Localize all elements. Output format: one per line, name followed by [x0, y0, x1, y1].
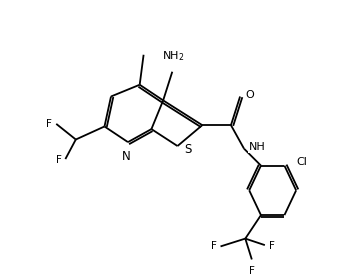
- Text: F: F: [269, 241, 275, 251]
- Text: S: S: [184, 144, 191, 156]
- Text: NH: NH: [249, 142, 266, 152]
- Text: O: O: [245, 90, 254, 100]
- Text: N: N: [122, 150, 131, 163]
- Text: NH$_2$: NH$_2$: [162, 49, 185, 63]
- Text: F: F: [46, 119, 51, 129]
- Text: F: F: [56, 155, 61, 165]
- Text: Cl: Cl: [296, 157, 307, 167]
- Text: F: F: [211, 241, 217, 251]
- Text: F: F: [249, 266, 255, 275]
